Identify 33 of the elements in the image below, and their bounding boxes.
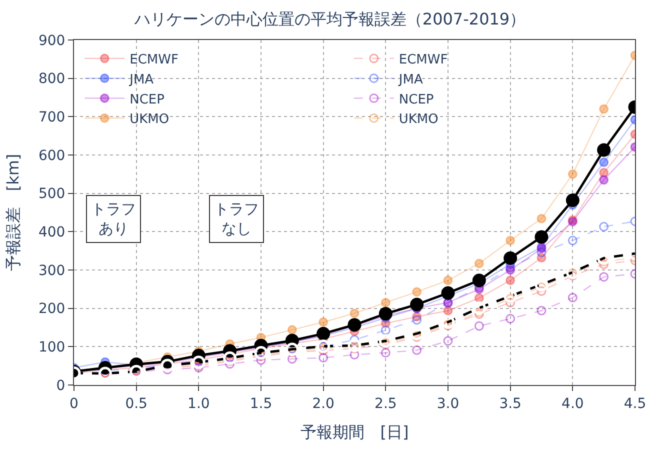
y-tick-label: 100 [38,340,66,356]
x-axis-title: 予報期間 [日] [300,422,409,442]
legend-label: JMA [128,72,154,88]
x-tick-label: 3.5 [499,396,522,412]
annotation: トラフなし [214,200,259,238]
x-tick-label: 3.0 [436,396,460,412]
x-tick-label: 1.0 [188,396,210,412]
legend-label: JMA [398,72,423,88]
chart-title: ハリケーンの中心位置の平均予報誤差（2007-2019） [133,10,526,29]
y-tick-label: 500 [38,186,66,202]
annotation: トラフあり [91,200,136,238]
x-tick-label: 4.5 [624,396,646,412]
x-tick-label: 2.0 [312,396,334,412]
x-tick-label: 0 [70,396,78,412]
x-tick-label: 2.5 [374,396,397,412]
y-tick-label: 300 [38,262,66,279]
legend-label: ECMWF [398,52,448,68]
y-tick-label: 700 [38,110,66,126]
y-tick-label: 0 [56,378,66,394]
x-tick-label: 4.0 [562,396,584,412]
legend-label: NCEP [130,92,165,108]
x-tick-label: 0.5 [125,396,148,412]
y-tick-label: 400 [38,224,66,241]
y-axis-title: 予報誤差 [km] [3,154,22,272]
y-tick-label: 200 [38,301,66,318]
y-tick-label: 800 [38,71,66,88]
x-tick-label: 1.5 [250,396,272,412]
legend-label: UKMO [130,112,170,128]
legend-label: NCEP [398,92,434,108]
y-tick-label: 900 [38,32,66,49]
legend-label: ECMWF [130,52,178,68]
y-tick-label: 600 [38,148,66,164]
legend-label: UKMO [398,112,438,128]
